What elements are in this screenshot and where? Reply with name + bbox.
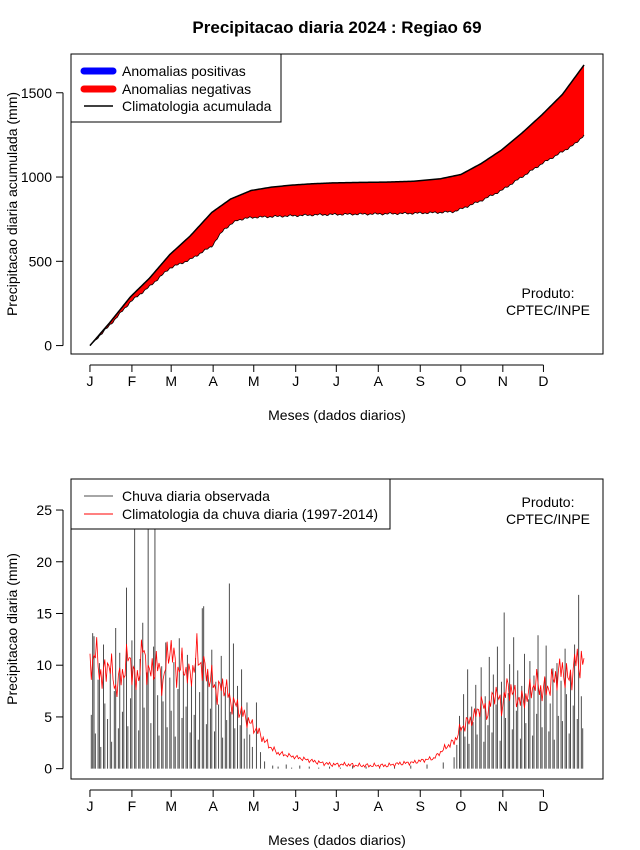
x-tick-label: M — [248, 798, 260, 814]
x-tick-label: J — [333, 373, 340, 389]
x-tick-label: A — [374, 373, 384, 389]
cumulative-panel: J F M A M J J A S O N D 0 500 1000 1500 Meses (dados d… — [4, 53, 604, 423]
y-axis: 0 5 10 15 20 25 — [36, 502, 64, 777]
legend-label: Anomalias positivas — [122, 63, 246, 79]
x-tick-label: J — [292, 798, 299, 814]
negative-anomaly-area — [89, 64, 585, 346]
x-tick-label: J — [86, 798, 93, 814]
climatology-cumulative-line — [89, 64, 585, 347]
x-tick-label: O — [455, 373, 466, 389]
x-tick-label: O — [455, 798, 466, 814]
x-tick-label: S — [416, 798, 425, 814]
y-tick-label: 20 — [36, 554, 52, 570]
x-axis-label: Meses (dados diarios) — [268, 407, 406, 423]
credit-cptec: CPTEC/INPE — [506, 302, 590, 318]
x-tick-label: M — [165, 798, 177, 814]
credit-cptec: CPTEC/INPE — [506, 511, 590, 527]
daily-panel: J F M A M J J A S O N D 0 5 10 15 20 25 Meses (dados dia… — [4, 478, 604, 848]
legend-label: Climatologia acumulada — [122, 98, 272, 114]
daily-climatology-line — [89, 633, 585, 769]
y-tick-label: 0 — [44, 338, 52, 354]
legend: Chuva diaria observada Climatologia da c… — [70, 478, 391, 530]
y-tick-label: 5 — [44, 709, 52, 725]
x-tick-label: D — [538, 373, 548, 389]
x-tick-label: D — [538, 798, 548, 814]
legend-label: Climatologia da chuva diaria (1997-2014) — [122, 506, 378, 522]
x-tick-label: F — [128, 798, 137, 814]
legend: Anomalias positivas Anomalias negativas … — [70, 53, 282, 123]
legend-label: Anomalias negativas — [122, 81, 251, 97]
y-tick-label: 25 — [36, 502, 52, 518]
x-tick-label: A — [208, 373, 218, 389]
legend-label: Chuva diaria observada — [122, 488, 270, 504]
credit-produto: Produto: — [522, 285, 575, 301]
x-tick-label: M — [165, 373, 177, 389]
y-axis-label: Precipitacao diaria acumulada (mm) — [4, 92, 20, 316]
anomaly-fill — [89, 64, 585, 346]
credit-produto: Produto: — [522, 494, 575, 510]
y-tick-label: 1000 — [21, 169, 52, 185]
x-tick-label: J — [333, 798, 340, 814]
chart-title: Precipitacao diaria 2024 : Regiao 69 — [192, 18, 481, 37]
x-tick-label: F — [128, 373, 137, 389]
x-axis-label: Meses (dados diarios) — [268, 832, 406, 848]
plot-frame — [70, 53, 604, 355]
observed-bars — [90, 489, 584, 769]
y-tick-label: 1500 — [21, 85, 52, 101]
y-axis-label: Precipitacao diaria (mm) — [4, 553, 20, 705]
y-tick-label: 10 — [36, 657, 52, 673]
y-axis: 0 500 1000 1500 — [21, 85, 64, 354]
y-tick-label: 15 — [36, 605, 52, 621]
x-tick-label: J — [292, 373, 299, 389]
x-tick-label: J — [86, 373, 93, 389]
y-tick-label: 500 — [29, 253, 53, 269]
x-tick-label: N — [498, 373, 508, 389]
x-tick-label: N — [498, 798, 508, 814]
x-tick-label: M — [248, 373, 260, 389]
observed-cumulative-line — [89, 134, 585, 346]
x-tick-label: A — [374, 798, 384, 814]
x-tick-label: S — [416, 373, 425, 389]
x-tick-label: A — [208, 798, 218, 814]
y-tick-label: 0 — [44, 761, 52, 777]
